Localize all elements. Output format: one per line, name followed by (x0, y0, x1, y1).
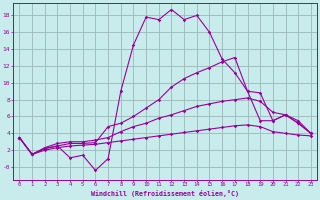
X-axis label: Windchill (Refroidissement éolien,°C): Windchill (Refroidissement éolien,°C) (91, 190, 239, 197)
